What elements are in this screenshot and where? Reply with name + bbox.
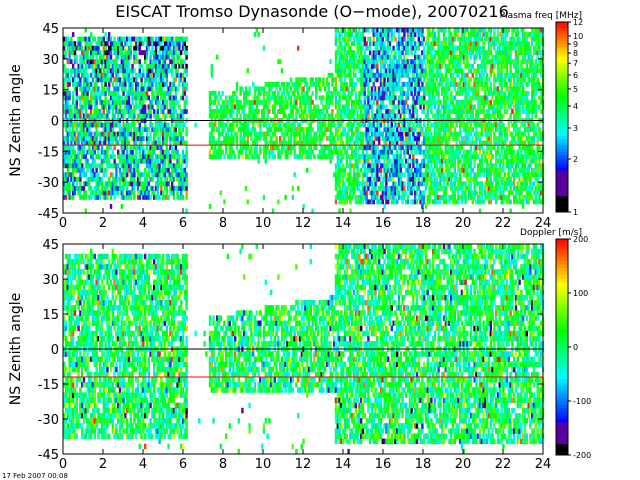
x-tick-label: 16 xyxy=(375,457,392,472)
x-tick-label: 12 xyxy=(295,457,312,472)
colorbar-tick-label: 8 xyxy=(573,49,578,58)
x-tick-label: 4 xyxy=(139,216,147,231)
x-tick-label: 22 xyxy=(495,216,512,231)
x-tick-label: 6 xyxy=(179,457,187,472)
x-tick-label: 4 xyxy=(139,457,147,472)
x-tick-label: 0 xyxy=(59,216,67,231)
colorbar-tick-label: 200 xyxy=(573,235,588,244)
x-tick-label: 2 xyxy=(99,216,107,231)
y-tick-label: 45 xyxy=(42,22,59,37)
colorbar-tick-label: 10 xyxy=(573,32,583,41)
y-tick-label: -30 xyxy=(38,176,59,191)
footer-timestamp: 17 Feb 2007 00:08 xyxy=(2,472,68,480)
y-axis-label: NS Zenith angle xyxy=(8,293,24,405)
colorbar-tick-label: 5 xyxy=(573,85,578,94)
y-tick-label: 0 xyxy=(51,343,59,358)
y-tick-label: 30 xyxy=(42,53,59,68)
colorbar-title: Doppler [m/s] xyxy=(520,228,582,238)
y-tick-label: -15 xyxy=(38,378,59,393)
x-tick-label: 16 xyxy=(375,216,392,231)
x-tick-label: 18 xyxy=(415,457,432,472)
colorbar: 200 100 0 -100 -200 Doppler [m/s] xyxy=(520,228,591,460)
y-tick-label: -30 xyxy=(38,413,59,428)
colorbar-tick-label: -200 xyxy=(573,451,591,460)
x-tick-label: 24 xyxy=(535,216,552,231)
x-tick-label: 14 xyxy=(335,216,352,231)
colorbar-tick-label: 4 xyxy=(573,102,578,111)
x-tick-label: 0 xyxy=(59,457,67,472)
heatmap-cells xyxy=(63,243,545,455)
x-tick-label: 8 xyxy=(219,216,227,231)
colorbar-tick-label: -100 xyxy=(573,397,591,406)
x-tick-label: 14 xyxy=(335,457,352,472)
x-tick-label: 6 xyxy=(179,216,187,231)
colorbar-tick-label: 12 xyxy=(573,18,583,27)
colorbar-tick-label: 9 xyxy=(573,40,578,49)
colorbar-tick-label: 3 xyxy=(573,124,578,133)
colorbar-tick-label: 1 xyxy=(573,208,578,217)
y-axis-label: NS Zenith angle xyxy=(8,64,24,176)
x-tick-label: 24 xyxy=(535,457,552,472)
panel-1: 0 2 4 6 8 10 12 14 16 18 20 22 244530150-15-30-45NS … xyxy=(8,11,583,231)
x-tick-label: 2 xyxy=(99,457,107,472)
x-tick-label: 20 xyxy=(455,216,472,231)
y-tick-label: 15 xyxy=(42,308,59,323)
panels: 0 2 4 6 8 10 12 14 16 18 20 22 244530150-15-30-45NS … xyxy=(8,11,591,472)
colorbar-tick-label: 7 xyxy=(573,59,578,68)
y-tick-label: -45 xyxy=(38,207,59,222)
y-tick-label: -15 xyxy=(38,145,59,160)
x-tick-label: 10 xyxy=(255,457,272,472)
x-tick-label: 20 xyxy=(455,457,472,472)
x-tick-label: 12 xyxy=(295,216,312,231)
figure-title: EISCAT Tromso Dynasonde (O−mode), 200702… xyxy=(115,2,509,21)
colorbar-tick-label: 6 xyxy=(573,71,578,80)
colorbar-frame xyxy=(555,21,569,213)
y-tick-label: 30 xyxy=(42,273,59,288)
x-tick-label: 8 xyxy=(219,457,227,472)
y-tick-label: 45 xyxy=(42,238,59,253)
colorbar-tick-label: 100 xyxy=(573,289,588,298)
colorbar-tick-label: 0 xyxy=(573,343,578,352)
y-tick-label: 15 xyxy=(42,84,59,99)
x-tick-label: 10 xyxy=(255,216,272,231)
colorbar-title: Plasma freq [MHz] xyxy=(500,11,582,21)
panel-2: 0 2 4 6 8 10 12 14 16 18 20 22 244530150-15-30-45NS … xyxy=(8,228,591,472)
y-tick-label: 0 xyxy=(51,115,59,130)
y-tick-label: -45 xyxy=(38,448,59,463)
x-tick-label: 22 xyxy=(495,457,512,472)
colorbar-tick-label: 2 xyxy=(573,155,578,164)
x-tick-label: 18 xyxy=(415,216,432,231)
